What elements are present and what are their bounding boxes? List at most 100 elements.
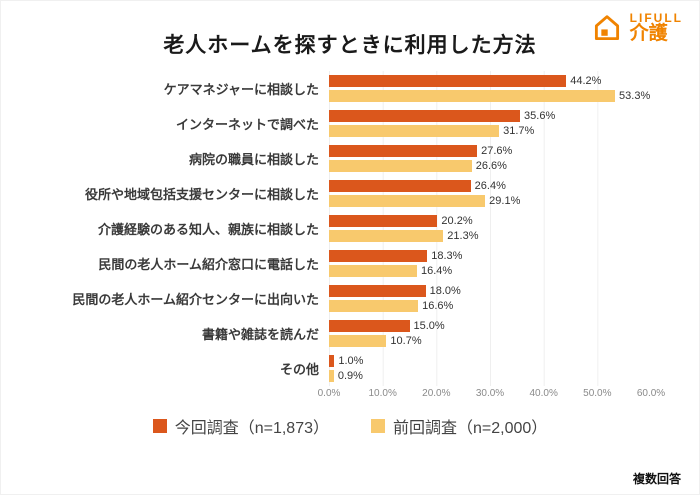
chart-title: 老人ホームを探すときに利用した方法 xyxy=(163,34,537,57)
current-survey-bar xyxy=(329,75,567,87)
bar-line: 0.9% xyxy=(329,370,651,382)
chart-row: 書籍や雑誌を読んだ 15.0% 10.7% xyxy=(13,316,651,351)
bar-line: 15.0% xyxy=(329,320,651,332)
value-label: 15.0% xyxy=(413,320,445,332)
current-survey-bar xyxy=(329,355,335,367)
category-label: 役所や地域包括支援センターに相談した xyxy=(84,187,319,202)
bar-line: 18.0% xyxy=(329,285,651,297)
category-label: 病院の職員に相談した xyxy=(188,152,319,167)
category-label: 民間の老人ホーム紹介センターに出向いた xyxy=(72,292,319,307)
bar-group: 35.6% 31.7% xyxy=(329,106,651,141)
bar-line: 16.4% xyxy=(329,265,651,277)
category-label: 書籍や雑誌を読んだ xyxy=(201,327,319,342)
logo-sub: 介護 xyxy=(629,23,668,45)
bar-line: 35.6% xyxy=(329,110,651,122)
legend-item-previous: 前回調査（n=2,000） xyxy=(371,414,547,438)
value-label: 18.0% xyxy=(429,285,461,297)
bar-group: 18.0% 16.6% xyxy=(329,281,651,316)
x-axis: 0.0% 10.0% 20.0% 30.0% 40.0% 50.0% 60.0% xyxy=(318,388,666,404)
value-label: 16.6% xyxy=(422,300,454,312)
current-survey-bar xyxy=(329,215,438,227)
legend: 今回調査（n=1,873） 前回調査（n=2,000） xyxy=(1,414,699,438)
value-label: 20.2% xyxy=(441,215,473,227)
chart-row: 役所や地域包括支援センターに相談した 26.4% 29.1% xyxy=(13,176,651,211)
chart-row: 民間の老人ホーム紹介センターに出向いた 18.0% 16.6% xyxy=(13,281,651,316)
bar-group: 27.6% 26.6% xyxy=(329,141,651,176)
bar-group: 26.4% 29.1% xyxy=(329,176,651,211)
multiple-answers-note: 複数回答 xyxy=(632,472,681,486)
bar-line: 31.7% xyxy=(329,125,651,137)
x-axis-tick: 50.0% xyxy=(583,388,612,399)
bar-line: 27.6% xyxy=(329,145,651,157)
previous-survey-bar xyxy=(329,160,472,172)
bar-line: 20.2% xyxy=(329,215,651,227)
previous-survey-swatch xyxy=(371,419,385,433)
previous-survey-bar xyxy=(329,335,387,347)
bar-group: 15.0% 10.7% xyxy=(329,316,651,351)
bar-group: 44.2% 53.3% xyxy=(329,71,651,106)
bar-line: 29.1% xyxy=(329,195,651,207)
bar-group: 18.3% 16.4% xyxy=(329,246,651,281)
value-label: 26.6% xyxy=(475,160,507,172)
bar-line: 18.3% xyxy=(329,250,651,262)
bar-line: 26.4% xyxy=(329,180,651,192)
x-axis-tick: 20.0% xyxy=(422,388,451,399)
chart-row: ケアマネジャーに相談した 44.2% 53.3% xyxy=(13,71,651,106)
chart-row: その他 1.0% 0.9% xyxy=(13,351,651,386)
value-label: 18.3% xyxy=(431,250,463,262)
legend-label-current: 今回調査（n=1,873） xyxy=(174,420,329,437)
chart-row: 民間の老人ホーム紹介窓口に電話した 18.3% 16.4% xyxy=(13,246,651,281)
x-axis-tick: 30.0% xyxy=(475,388,505,399)
bar-group: 1.0% 0.9% xyxy=(329,351,651,386)
value-label: 10.7% xyxy=(390,335,422,347)
current-survey-swatch xyxy=(152,419,167,433)
current-survey-bar xyxy=(329,110,521,122)
value-label: 16.4% xyxy=(421,265,453,277)
bar-line: 44.2% xyxy=(329,75,651,87)
current-survey-bar xyxy=(329,180,471,192)
bar-chart: ケアマネジャーに相談した 44.2% 53.3% インターネットで調べた 35.6% 31… xyxy=(13,71,651,386)
value-label: 1.0% xyxy=(338,355,364,367)
legend-item-current: 今回調査（n=1,873） xyxy=(152,414,329,438)
logo-brand: LIFULL xyxy=(629,10,683,25)
value-label: 27.6% xyxy=(481,145,513,157)
current-survey-bar xyxy=(329,285,426,297)
current-survey-bar xyxy=(329,250,428,262)
bar-group: 20.2% 21.3% xyxy=(329,211,651,246)
value-label: 35.6% xyxy=(524,110,556,122)
previous-survey-bar xyxy=(329,300,419,312)
x-axis-tick: 0.0% xyxy=(317,388,341,399)
previous-survey-bar xyxy=(329,195,486,207)
value-label: 21.3% xyxy=(447,230,479,242)
chart-row: 病院の職員に相談した 27.6% 26.6% xyxy=(13,141,651,176)
category-label: 民間の老人ホーム紹介窓口に電話した xyxy=(98,257,319,272)
value-label: 53.3% xyxy=(619,90,651,102)
x-axis-tick: 40.0% xyxy=(529,388,558,399)
previous-survey-bar xyxy=(329,90,616,102)
value-label: 0.9% xyxy=(337,370,363,382)
value-label: 44.2% xyxy=(570,75,602,87)
category-label: その他 xyxy=(279,362,319,377)
previous-survey-bar xyxy=(329,230,444,242)
chart-row: インターネットで調べた 35.6% 31.7% xyxy=(13,106,651,141)
chart-row: 介護経験のある知人、親族に相談した 20.2% 21.3% xyxy=(13,211,651,246)
current-survey-bar xyxy=(329,320,410,332)
bar-line: 26.6% xyxy=(329,160,651,172)
category-label: ケアマネジャーに相談した xyxy=(163,82,319,97)
previous-survey-bar xyxy=(329,370,334,382)
house-icon xyxy=(594,15,619,41)
bar-line: 53.3% xyxy=(329,90,651,102)
legend-label-previous: 前回調査（n=2,000） xyxy=(393,420,548,437)
lifull-kaigo-logo: LIFULL 介護 xyxy=(590,11,683,45)
value-label: 29.1% xyxy=(489,195,521,207)
x-axis-tick: 60.0% xyxy=(636,388,666,399)
bar-line: 21.3% xyxy=(329,230,651,242)
value-label: 31.7% xyxy=(503,125,535,137)
bar-line: 10.7% xyxy=(329,335,651,347)
chart-rows: ケアマネジャーに相談した 44.2% 53.3% インターネットで調べた 35.6% 31… xyxy=(13,71,651,386)
bar-line: 1.0% xyxy=(329,355,651,367)
x-axis-tick: 10.0% xyxy=(368,388,397,399)
category-label: インターネットで調べた xyxy=(175,117,319,132)
previous-survey-bar xyxy=(329,125,500,137)
